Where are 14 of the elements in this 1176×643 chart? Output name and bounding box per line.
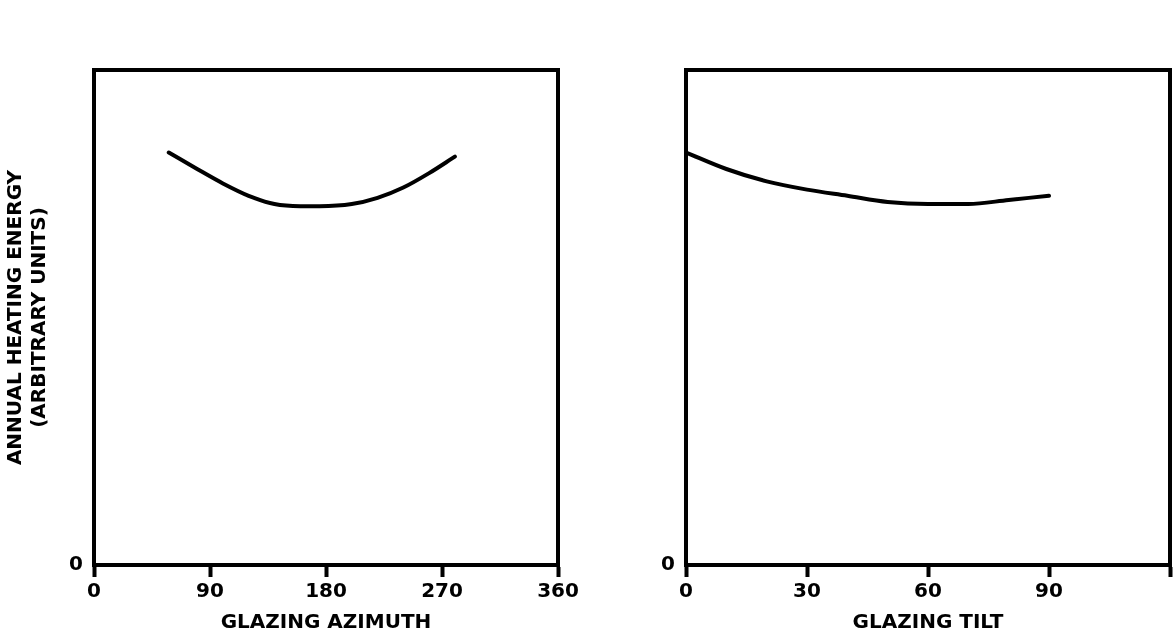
x-tick-label: 60: [914, 578, 942, 603]
text: 0: [69, 551, 83, 576]
x-tick-label: 180: [305, 578, 347, 603]
x-axis-title: GLAZING AZIMUTH: [220, 609, 432, 634]
x-tick-label: 90: [196, 578, 224, 603]
x-tick-label: 30: [793, 578, 821, 603]
text: 0: [661, 551, 675, 576]
x-axis-title: GLAZING TILT: [852, 609, 1004, 634]
x-tick-label: 0: [679, 578, 693, 603]
x-tick-label: 270: [421, 578, 463, 603]
x-tick-label: 0: [87, 578, 101, 603]
x-tick-label: 360: [537, 578, 579, 603]
y-axis-title: ANNUAL HEATING ENERGY (ARBITRARY UNITS): [2, 169, 51, 466]
x-tick-label: 90: [1035, 578, 1063, 603]
